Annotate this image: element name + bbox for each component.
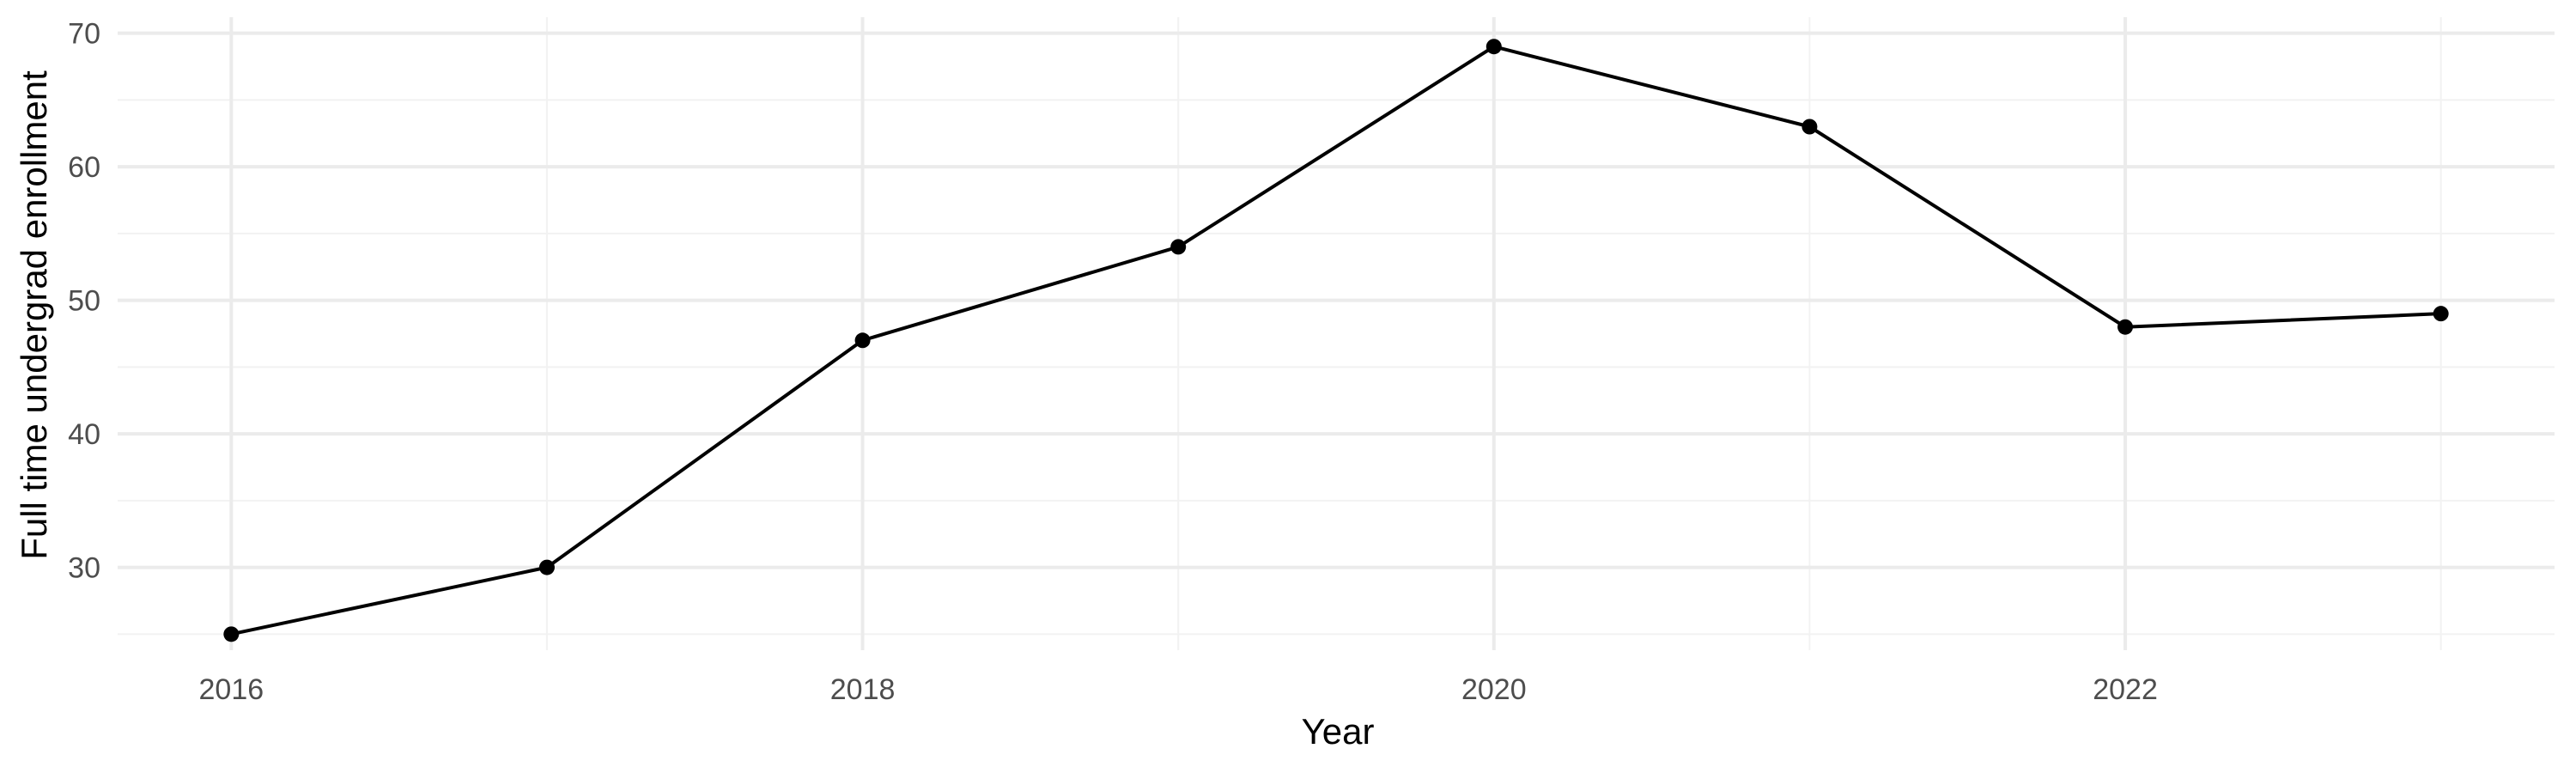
y-axis-title: Full time undergrad enrollment [14,70,54,560]
y-tick-label: 50 [68,285,100,318]
minor-y-gridlines [118,99,2555,636]
data-point [854,332,871,349]
data-point [1170,239,1187,255]
x-axis-title: Year [1302,711,1375,752]
y-tick-label: 30 [68,552,100,585]
data-point [223,626,240,642]
y-axis-tick-labels: 30 40 50 60 70 [68,18,100,585]
y-tick-label: 60 [68,151,100,184]
data-point [1801,119,1818,135]
data-points [223,39,2449,642]
x-tick-label: 2022 [2093,673,2158,706]
x-tick-label: 2016 [199,673,264,706]
data-point [538,559,555,575]
minor-x-gridlines [545,17,2442,650]
series-layer [229,45,2443,636]
data-point [2433,306,2449,322]
y-tick-label: 70 [68,18,100,51]
data-point [1485,39,1502,55]
data-point [2117,319,2134,335]
series-line [229,45,2443,636]
major-y-gridlines [118,31,2555,569]
x-axis-tick-labels: 2016 2018 2020 2022 [199,673,2158,706]
x-tick-label: 2020 [1461,673,1527,706]
y-tick-label: 40 [68,418,100,451]
x-tick-label: 2018 [830,673,896,706]
